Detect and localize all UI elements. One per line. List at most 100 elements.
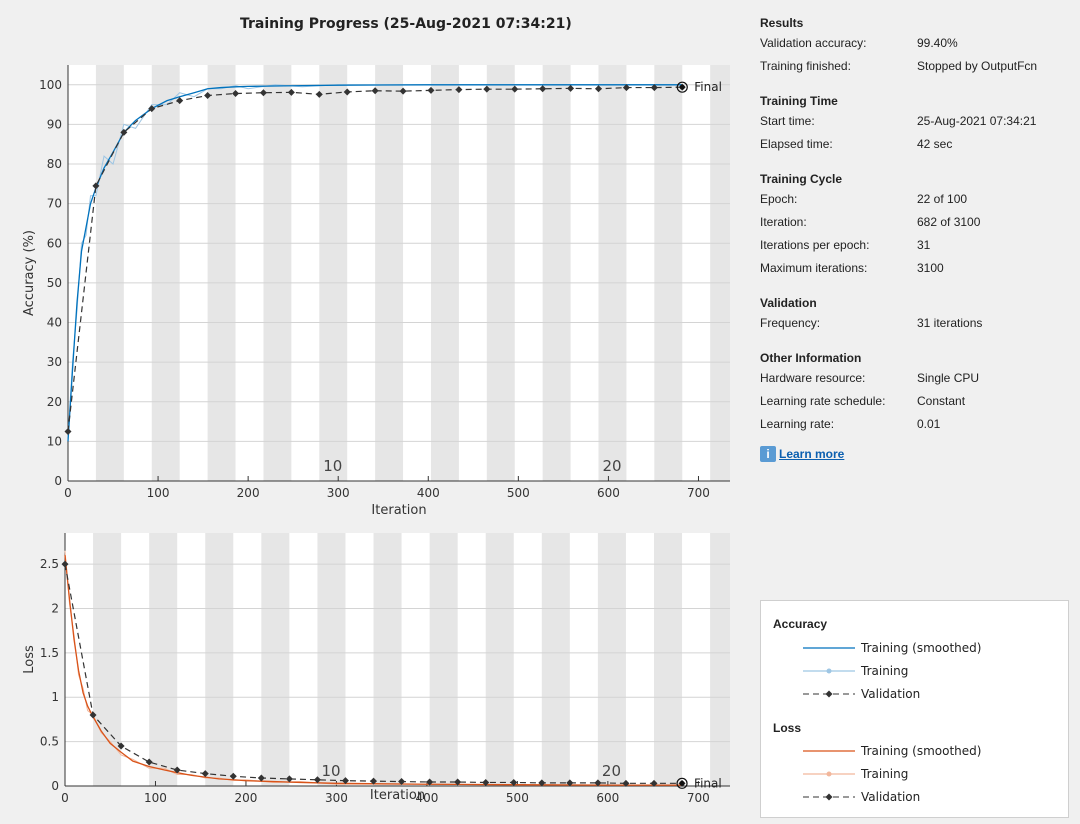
validation-heading: Validation (760, 296, 817, 310)
row-key: Iterations per epoch: (760, 238, 870, 252)
iterations-per-epoch-row: Iterations per epoch: 31 (760, 234, 1060, 257)
results-heading: Results (760, 16, 804, 30)
validation-point (148, 105, 156, 113)
row-key: Validation accuracy: (760, 36, 867, 50)
y-tick-label: 80 (47, 157, 62, 171)
validation-point (315, 90, 323, 98)
legend-accuracy-training: Training (803, 663, 908, 679)
row-key: Maximum iterations: (760, 261, 868, 275)
learn-more[interactable]: i Learn more (760, 444, 1060, 464)
epoch-band (151, 65, 180, 481)
epoch-band (319, 65, 348, 481)
x-axis-label: Iteration (371, 503, 426, 518)
legend-swatch-accuracy-smoothed (803, 647, 855, 649)
legend-label: Training (smoothed) (861, 744, 982, 758)
validation-point (622, 84, 630, 92)
other-information-heading: Other Information (760, 351, 862, 365)
legend-swatch-accuracy-training (803, 668, 855, 674)
x-tick-label: 0 (64, 486, 72, 500)
x-tick-label: 300 (325, 791, 348, 805)
epoch-band (95, 65, 124, 481)
validation-point (259, 89, 267, 97)
y-tick-label: 60 (47, 236, 62, 250)
legend-label: Validation (861, 687, 921, 701)
x-tick-label: 500 (507, 486, 530, 500)
legend-label: Validation (861, 790, 921, 804)
frequency-row: Frequency: 31 iterations (760, 312, 1060, 335)
epoch-band (261, 533, 290, 786)
legend-label: Training (861, 767, 909, 781)
legend-loss-heading: Loss (773, 721, 802, 735)
y-tick-label: 100 (39, 78, 62, 92)
y-tick-label: 2 (51, 601, 59, 615)
legend-label: Training (smoothed) (861, 641, 982, 655)
info-panel: Results Validation accuracy: 99.40% Train… (760, 14, 1060, 464)
row-value: 31 iterations (917, 316, 983, 330)
training-time-heading: Training Time (760, 94, 838, 108)
validation-point (120, 128, 128, 136)
x-tick-label: 200 (234, 791, 257, 805)
epoch-band (710, 65, 730, 481)
epoch-row: Epoch: 22 of 100 (760, 188, 1060, 211)
final-marker-dot (679, 84, 685, 90)
y-tick-label: 0.5 (40, 735, 59, 749)
learn-more-link[interactable]: Learn more (779, 447, 845, 461)
epoch-band (317, 533, 346, 786)
row-value: 25-Aug-2021 07:34:21 (917, 114, 1037, 128)
epoch-label: 10 (321, 762, 340, 780)
validation-point (427, 86, 435, 94)
row-value: 22 of 100 (917, 192, 968, 206)
x-tick-label: 400 (415, 791, 438, 805)
final-marker-dot (679, 780, 685, 786)
epoch-band (541, 533, 570, 786)
validation-point (370, 777, 378, 785)
row-value: 42 sec (917, 137, 953, 151)
validation-point (285, 775, 293, 783)
accuracy-plot: 0 10 20 30 40 50 60 70 80 90 100 0 100 200 300 400 500 60… (22, 65, 730, 518)
y-tick-label: 2.5 (40, 557, 59, 571)
epoch-band (654, 65, 683, 481)
final-marker (676, 81, 688, 93)
epoch-label: 20 (602, 762, 621, 780)
epoch-band (597, 533, 626, 786)
validation-point (173, 766, 181, 774)
legend-accuracy-smoothed: Training (smoothed) (803, 640, 981, 656)
legend-loss-smoothed: Training (smoothed) (803, 743, 981, 759)
validation-point (482, 778, 490, 786)
row-value: Stopped by OutputFcn (917, 59, 1038, 73)
legend-swatch-loss-training (803, 771, 855, 777)
legend-panel: Accuracy Training (smoothed) Training Va… (760, 600, 1069, 818)
validation-point (398, 778, 406, 786)
loss-plot: 0 0.5 1 1.5 2 2.5 0 100 200 300 400 500 600 700 Iterat… (22, 533, 730, 805)
validation-point (454, 778, 462, 786)
validation-point (483, 85, 491, 93)
validation-point (341, 777, 349, 785)
row-key: Training finished: (760, 59, 851, 73)
validation-point (61, 560, 69, 568)
epoch-band (430, 65, 459, 481)
final-label: Final (694, 776, 722, 790)
legend-loss-training: Training (803, 766, 908, 782)
series-validation (67, 86, 683, 432)
y-axis-label: Loss (22, 645, 37, 674)
x-tick-label: 600 (596, 791, 619, 805)
epoch-band (429, 533, 458, 786)
validation-accuracy-row: Validation accuracy: 99.40% (760, 32, 1060, 55)
row-key: Iteration: (760, 215, 807, 229)
epoch-band (205, 533, 234, 786)
validation-point (371, 87, 379, 95)
validation-point (204, 92, 212, 100)
epoch-band (710, 533, 730, 786)
validation-point (89, 711, 97, 719)
x-tick-label: 700 (687, 486, 710, 500)
validation-point (650, 84, 658, 92)
series-training-smoothed (64, 555, 683, 786)
info-icon[interactable]: i (760, 446, 776, 462)
row-value: 682 of 3100 (917, 215, 981, 229)
validation-point (287, 88, 295, 96)
validation-point (176, 97, 184, 105)
learning-rate-row: Learning rate: 0.01 (760, 413, 1060, 436)
row-value: 31 (917, 238, 931, 252)
series-training-smoothed (67, 84, 683, 442)
row-value: Single CPU (917, 371, 980, 385)
